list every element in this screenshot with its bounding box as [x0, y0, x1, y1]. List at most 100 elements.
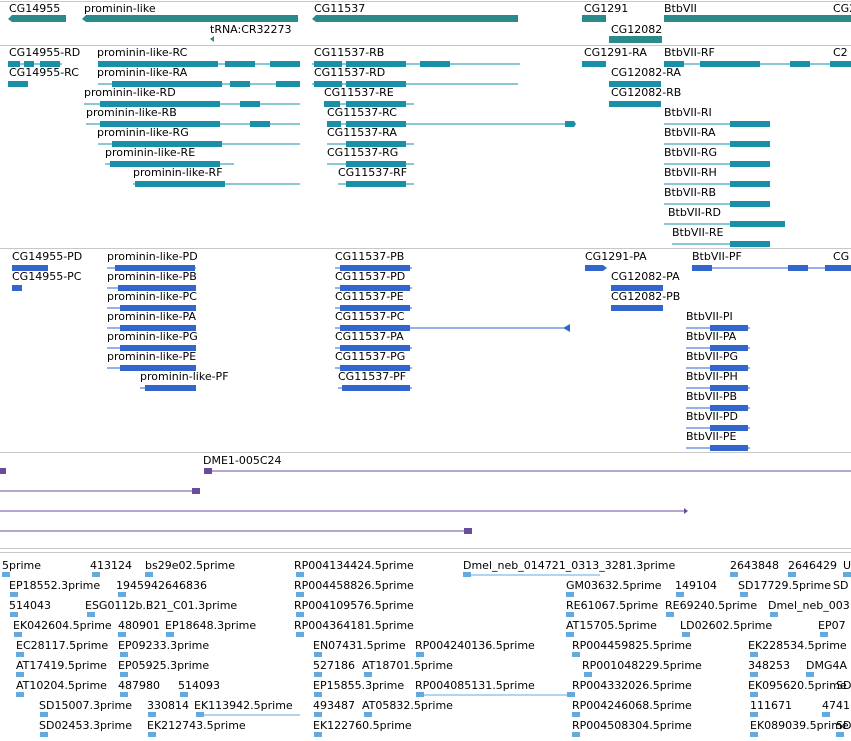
est-label[interactable]: AT18701.5prime	[362, 659, 453, 672]
transcript-label[interactable]: prominin-like-RA	[97, 66, 188, 79]
protein-label[interactable]: CG12082-PB	[611, 290, 681, 303]
est-label[interactable]: EK089039.5prime	[750, 719, 849, 732]
transcript-label[interactable]: CG14955-RC	[9, 66, 79, 79]
transcript-label[interactable]: BtbVII-RI	[664, 106, 712, 119]
est-label[interactable]: EK212743.5prime	[147, 719, 246, 732]
est-label[interactable]: 2646429	[788, 559, 837, 572]
protein-label[interactable]: BtbVII-PI	[686, 310, 733, 323]
transcript-label[interactable]: prominin-like-RB	[86, 106, 177, 119]
transcript-label[interactable]: prominin-like-RE	[105, 146, 196, 159]
est-label[interactable]: AT17419.5prime	[16, 659, 107, 672]
est-label[interactable]: SD	[833, 579, 849, 592]
est-glyphs[interactable]	[0, 552, 851, 741]
transcript-label[interactable]: BtbVII-RG	[664, 146, 717, 159]
est-label[interactable]: SD	[836, 719, 851, 732]
est-label[interactable]: Dmel_neb_003	[768, 599, 850, 612]
est-label[interactable]: RP004508304.5prime	[572, 719, 692, 732]
protein-label[interactable]: CG11537-PB	[335, 250, 405, 263]
est-label[interactable]: 1945942646836	[116, 579, 207, 592]
transcript-label[interactable]: prominin-like-RC	[97, 46, 188, 59]
transcript-label[interactable]: prominin-like-RF	[133, 166, 223, 179]
transcript-label[interactable]: CG11537-RC	[327, 106, 397, 119]
protein-label[interactable]: prominin-like-PD	[107, 250, 198, 263]
protein-label[interactable]: CG12082-PA	[611, 270, 680, 283]
est-label[interactable]: EP05925.3prime	[118, 659, 210, 672]
protein-label[interactable]: BtbVII-PF	[692, 250, 742, 263]
est-label[interactable]: EP18552.3prime	[9, 579, 101, 592]
protein-label[interactable]: prominin-like-PE	[107, 350, 197, 363]
est-label[interactable]: RE69240.5prime	[665, 599, 758, 612]
est-label[interactable]: bs29e02.5prime	[145, 559, 236, 572]
clone-glyphs[interactable]	[0, 452, 851, 548]
protein-label[interactable]: CG	[833, 250, 850, 263]
transcript-label[interactable]: CG11537-RF	[338, 166, 408, 179]
protein-label[interactable]: CG14955-PD	[12, 250, 83, 263]
transcript-label[interactable]: BtbVII-RD	[668, 206, 721, 219]
est-label[interactable]: RP004085131.5prime	[415, 679, 535, 692]
protein-label[interactable]: prominin-like-PG	[107, 330, 198, 343]
est-label[interactable]: EK042604.5prime	[13, 619, 112, 632]
est-label[interactable]: AT15705.5prime	[566, 619, 657, 632]
transcript-label[interactable]: prominin-like-RG	[97, 126, 189, 139]
gene-label[interactable]: CG11537	[314, 2, 366, 15]
est-label[interactable]: 480901	[118, 619, 160, 632]
transcript-label[interactable]: BtbVII-RA	[664, 126, 716, 139]
est-label[interactable]: GM03632.5prime	[566, 579, 662, 592]
protein-label[interactable]: CG11537-PA	[335, 330, 404, 343]
est-label[interactable]: RP004332026.5prime	[572, 679, 692, 692]
est-label[interactable]: RP004240136.5prime	[415, 639, 535, 652]
protein-label[interactable]: prominin-like-PA	[107, 310, 197, 323]
protein-label[interactable]: prominin-like-PB	[107, 270, 197, 283]
protein-label[interactable]: BtbVII-PG	[686, 350, 738, 363]
est-label[interactable]: EN07431.5prime	[313, 639, 406, 652]
est-label[interactable]: EK122760.5prime	[313, 719, 412, 732]
protein-label[interactable]: CG11537-PD	[335, 270, 406, 283]
protein-label[interactable]: CG1291-PA	[585, 250, 647, 263]
est-label[interactable]: RP004458826.5prime	[294, 579, 414, 592]
est-label[interactable]: SD	[836, 679, 851, 692]
est-label[interactable]: EK113942.5prime	[194, 699, 293, 712]
transcript-label[interactable]: CG11537-RE	[324, 86, 394, 99]
est-label[interactable]: EC28117.5prime	[16, 639, 109, 652]
est-label[interactable]: 413124	[90, 559, 132, 572]
protein-label[interactable]: CG11537-PF	[338, 370, 407, 383]
protein-glyphs[interactable]	[0, 248, 851, 452]
est-label[interactable]: 527186	[313, 659, 355, 672]
transcript-label[interactable]: BtbVII-RB	[664, 186, 717, 199]
est-label[interactable]: 493487	[313, 699, 355, 712]
est-label[interactable]: SD15007.3prime	[39, 699, 132, 712]
transcript-label[interactable]: CG11537-RB	[314, 46, 385, 59]
transcript-glyphs[interactable]	[0, 45, 851, 248]
est-label[interactable]: RP004459825.5prime	[572, 639, 692, 652]
est-label[interactable]: 348253	[748, 659, 790, 672]
protein-label[interactable]: BtbVII-PB	[686, 390, 738, 403]
est-label[interactable]: EP18648.3prime	[165, 619, 257, 632]
transcript-label[interactable]: BtbVII-RE	[672, 226, 724, 239]
est-label[interactable]: 2643848	[730, 559, 779, 572]
gene-label[interactable]: CG12082	[611, 23, 663, 36]
gene-label[interactable]: CG2	[833, 2, 851, 15]
protein-label[interactable]: BtbVII-PA	[686, 330, 737, 343]
est-label[interactable]: 487980	[118, 679, 160, 692]
transcript-label[interactable]: CG11537-RG	[327, 146, 399, 159]
transcript-label[interactable]: C2	[833, 46, 848, 59]
est-label[interactable]: AT10204.5prime	[16, 679, 107, 692]
transcript-label[interactable]: CG12082-RB	[611, 86, 682, 99]
gene-label[interactable]: CG14955	[9, 2, 61, 15]
protein-label[interactable]: CG14955-PC	[12, 270, 82, 283]
gene-label[interactable]: prominin-like	[84, 2, 156, 15]
est-label[interactable]: EP09233.3prime	[118, 639, 210, 652]
est-label[interactable]: LD02602.5prime	[680, 619, 773, 632]
transcript-label[interactable]: CG14955-RD	[9, 46, 81, 59]
transcript-label[interactable]: CG12082-RA	[611, 66, 681, 79]
est-label[interactable]: DMG4A	[806, 659, 848, 672]
protein-label[interactable]: prominin-like-PF	[140, 370, 229, 383]
protein-label[interactable]: CG11537-PE	[335, 290, 404, 303]
est-label[interactable]: SD17729.5prime	[738, 579, 831, 592]
est-label[interactable]: AT05832.5prime	[362, 699, 453, 712]
est-label[interactable]: 5prime	[2, 559, 42, 572]
est-label[interactable]: ESG0112b.B21_C01.3prime	[85, 599, 238, 612]
transcript-label[interactable]: prominin-like-RD	[84, 86, 176, 99]
est-label[interactable]: RE61067.5prime	[566, 599, 659, 612]
est-label[interactable]: 149104	[675, 579, 717, 592]
